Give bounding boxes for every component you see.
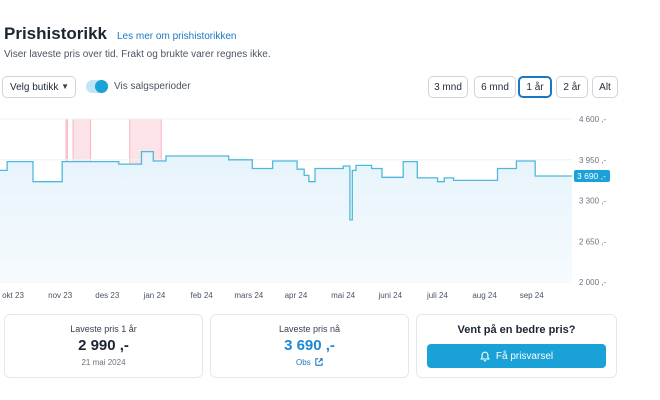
lowest-price-now-label: Laveste pris nå [278,324,341,334]
range-all-button[interactable]: Alt [592,76,618,98]
price-area [0,151,572,282]
x-tick-label: mai 24 [331,291,356,300]
lowest-price-year-card: Laveste pris 1 år 2 990 ,- 21 mai 2024 [4,314,203,378]
store-select-label: Velg butikk [10,81,59,93]
learn-more-link[interactable]: Les mer om prishistorikken [117,31,237,42]
header: Prishistorikk Les mer om prishistorikken [4,24,236,44]
x-tick-label: feb 24 [190,291,213,300]
range-1-year-button[interactable]: 1 år [518,76,552,98]
price-line[interactable] [0,150,572,221]
lowest-price-now-value[interactable]: 3 690 ,- [284,337,335,354]
page-title: Prishistorikk [4,24,107,43]
sales-periods-toggle[interactable]: Vis salgsperioder [86,80,191,93]
price-alert-button[interactable]: Få prisvarsel [427,344,606,368]
sales-periods-label: Vis salgsperioder [114,81,191,92]
lowest-price-year-date: 21 mai 2024 [81,358,126,367]
x-tick-label: apr 24 [285,291,308,300]
x-tick-label: aug 24 [472,291,497,300]
range-6-months-button[interactable]: 6 mnd [474,76,516,98]
price-alert-title: Vent på en bedre pris? [457,324,576,336]
y-tick-label: 2 000 ,- [579,278,606,287]
store-link-label: Obs [296,358,311,367]
y-axis-ticks: 4 600 ,- 3 950 ,- 3 300 ,- 2 650 ,- 2 000 ,- [579,115,606,287]
price-chart-svg[interactable]: 4 600 ,- 3 950 ,- 3 300 ,- 2 650 ,- 2 000 ,-… [0,112,660,308]
lowest-price-year-value: 2 990 ,- [78,337,129,354]
store-link[interactable]: Obs [211,358,408,367]
y-tick-label: 2 650 ,- [579,237,606,246]
x-tick-label: des 23 [95,291,120,300]
lowest-price-now-card: Laveste pris nå 3 690 ,- Obs [210,314,409,378]
page-subtitle: Viser laveste pris over tid. Frakt og br… [4,49,271,60]
x-axis-ticks: okt 23 nov 23 des 23 jan 24 feb 24 mars 24 apr… [2,291,544,300]
x-tick-label: juli 24 [426,291,448,300]
price-alert-button-label: Få prisvarsel [495,350,554,362]
price-alert-card: Vent på en bedre pris? Få prisvarsel [416,314,617,378]
x-tick-label: okt 23 [2,291,24,300]
current-price-badge-label: 3 690 ,- [577,171,606,181]
x-tick-label: jan 24 [143,291,166,300]
y-tick-label: 3 950 ,- [579,156,606,165]
external-link-icon [315,358,323,366]
chevron-down-icon: ▼ [61,82,69,91]
chart-toolbar: Velg butikk ▼ Vis salgsperioder 3 mnd 6 … [2,76,618,98]
range-3-months-button[interactable]: 3 mnd [428,76,468,98]
x-tick-label: sep 24 [520,291,545,300]
bell-icon [480,351,490,361]
current-price-badge-bg [574,170,610,183]
y-tick-label: 4 600 ,- [579,115,606,124]
current-price-badge: 3 690 ,- [574,170,610,183]
lowest-price-year-label: Laveste pris 1 år [70,324,137,334]
price-history-chart[interactable]: 4 600 ,- 3 950 ,- 3 300 ,- 2 650 ,- 2 000 ,-… [0,112,660,308]
x-tick-label: nov 23 [48,291,73,300]
range-2-years-button[interactable]: 2 år [556,76,588,98]
toggle-switch[interactable] [86,80,108,93]
store-select[interactable]: Velg butikk ▼ [2,76,76,98]
toggle-knob [95,80,108,93]
x-tick-label: mars 24 [234,291,263,300]
y-tick-label: 3 300 ,- [579,197,606,206]
x-tick-label: juni 24 [377,291,402,300]
